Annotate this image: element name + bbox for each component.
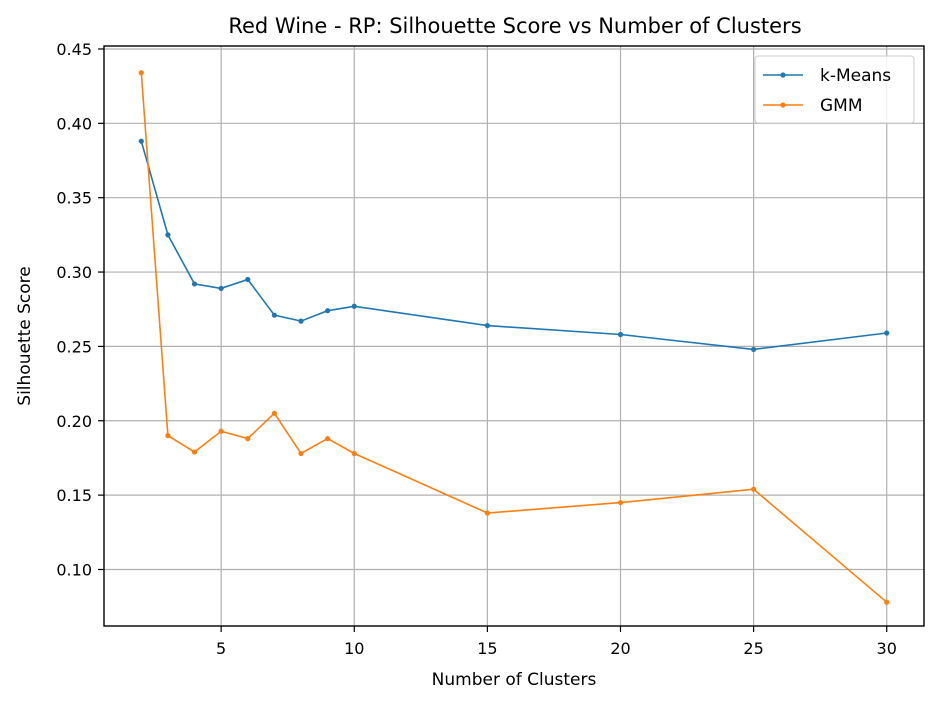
- series-k-means: [138, 138, 890, 352]
- y-tick-label: 0.45: [56, 40, 92, 59]
- data-point: [484, 510, 490, 516]
- y-tick-label: 0.40: [56, 114, 92, 133]
- y-axis-label: Silhouette Score: [15, 266, 35, 405]
- data-point: [298, 450, 304, 457]
- legend-label: k-Means: [820, 66, 891, 86]
- data-point: [298, 318, 304, 324]
- y-tick-label: 0.10: [56, 560, 92, 579]
- data-point: [191, 449, 198, 455]
- grid-layer: [104, 46, 924, 626]
- legend: k-Means GMM: [754, 55, 915, 124]
- y-tick-label: 0.30: [56, 263, 92, 282]
- data-point: [271, 312, 277, 318]
- data-point: [751, 486, 757, 492]
- legend-entries: k-Means GMM: [763, 66, 891, 116]
- x-tick-label: 15: [477, 639, 497, 658]
- plot-frame: [103, 45, 925, 627]
- data-point: [165, 433, 171, 439]
- data-point: [245, 436, 251, 442]
- legend-box: [754, 55, 915, 124]
- data-point: [245, 276, 251, 283]
- data-point: [884, 330, 890, 336]
- data-point: [138, 138, 144, 144]
- y-tick-label: 0.15: [56, 486, 92, 505]
- data-point: [617, 499, 624, 506]
- data-point: [484, 322, 490, 329]
- series-line: [140, 72, 888, 603]
- data-point: [325, 436, 331, 442]
- data-point: [165, 232, 171, 238]
- legend-marker: [780, 72, 786, 78]
- x-tick-label: 25: [743, 639, 763, 658]
- series-gmm: [138, 70, 890, 605]
- series-line: [140, 140, 887, 351]
- data-point: [351, 303, 357, 309]
- data-point: [351, 450, 357, 457]
- data-point: [218, 285, 224, 292]
- data-point: [884, 599, 890, 605]
- x-tick-label: 30: [877, 639, 897, 658]
- chart-title: Red Wine - RP: Silhouette Score vs Numbe…: [228, 14, 801, 38]
- x-tick-label: 20: [610, 639, 630, 658]
- legend-label: GMM: [820, 96, 863, 116]
- data-point: [271, 410, 277, 416]
- data-point: [218, 428, 224, 434]
- data-point: [325, 308, 331, 314]
- x-axis-ticks: 5 10 15 20 25 30: [216, 626, 897, 658]
- x-tick-label: 10: [344, 639, 364, 658]
- y-axis-ticks: 0.10 0.15 0.20 0.25 0.30 0.35 0.40 0.45: [56, 40, 104, 579]
- data-point: [617, 331, 624, 338]
- y-tick-label: 0.25: [56, 337, 92, 356]
- data-point: [138, 70, 144, 76]
- series-layer: [138, 70, 890, 605]
- x-axis-label: Number of Clusters: [432, 670, 597, 690]
- y-tick-label: 0.20: [56, 412, 92, 431]
- x-tick-label: 5: [216, 639, 226, 658]
- data-point: [751, 346, 757, 352]
- legend-marker: [780, 102, 786, 108]
- y-tick-label: 0.35: [56, 189, 92, 208]
- data-point: [191, 281, 198, 287]
